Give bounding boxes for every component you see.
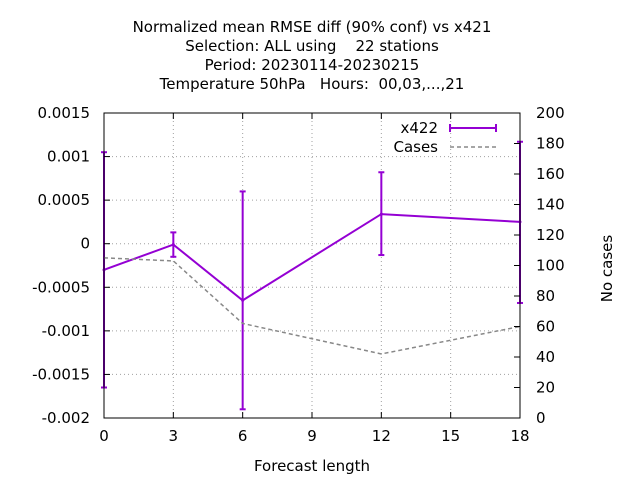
y2-axis-label: No cases [598, 235, 616, 303]
x-tick-label: 12 [372, 427, 391, 445]
title-line-0: Normalized mean RMSE diff (90% conf) vs … [133, 18, 492, 36]
y2-tick-label: 180 [536, 135, 565, 153]
x-tick-label: 3 [169, 427, 179, 445]
y-tick-label: 0.0015 [38, 104, 91, 122]
chart-title: Normalized mean RMSE diff (90% conf) vs … [133, 18, 492, 93]
title-line-1: Selection: ALL using 22 stations [185, 37, 439, 55]
y2-tick-label: 60 [536, 318, 555, 336]
x-tick-label: 9 [307, 427, 317, 445]
y-axis-tick-labels: 0.0015 0.001 0.0005 0 -0.0005 -0.001 -0.0015 -0… [32, 104, 90, 427]
y-tick-label: -0.0015 [32, 365, 90, 383]
legend-label: x422 [400, 119, 438, 137]
y-tick-label: -0.001 [42, 322, 90, 340]
y2-tick-label: 0 [536, 409, 546, 427]
y-tick-label: 0.001 [47, 148, 90, 166]
y-tick-label: -0.002 [42, 409, 90, 427]
axis-ticks [103, 112, 521, 419]
y2-tick-label: 20 [536, 379, 555, 397]
y2-tick-label: 200 [536, 104, 565, 122]
y2-tick-label: 100 [536, 257, 565, 275]
y2-tick-label: 80 [536, 287, 555, 305]
x-tick-label: 15 [441, 427, 460, 445]
data-point [241, 298, 245, 302]
title-line-2: Period: 20230114-20230215 [205, 56, 420, 74]
x-axis-label: Forecast length [254, 457, 370, 475]
grid [104, 113, 520, 418]
x-tick-label: 6 [238, 427, 248, 445]
x-tick-label: 0 [99, 427, 109, 445]
title-line-3: Temperature 50hPa Hours: 00,03,...,21 [159, 75, 465, 93]
y-tick-label: 0.0005 [38, 191, 91, 209]
data-point [379, 212, 383, 216]
y2-tick-label: 140 [536, 196, 565, 214]
data-point [171, 243, 175, 247]
y-tick-label: -0.0005 [32, 278, 90, 296]
y2-axis-tick-labels: 0 20 40 60 80 100 120 140 160 180 200 [536, 104, 565, 427]
y2-tick-label: 160 [536, 165, 565, 183]
x-tick-label: 18 [510, 427, 529, 445]
series-line-cases [103, 257, 521, 355]
legend-label: Cases [393, 138, 438, 156]
x-axis-tick-labels: 0 3 6 9 12 15 18 [99, 427, 529, 445]
y2-tick-label: 120 [536, 226, 565, 244]
y2-tick-label: 40 [536, 348, 555, 366]
y-tick-label: 0 [80, 235, 90, 253]
